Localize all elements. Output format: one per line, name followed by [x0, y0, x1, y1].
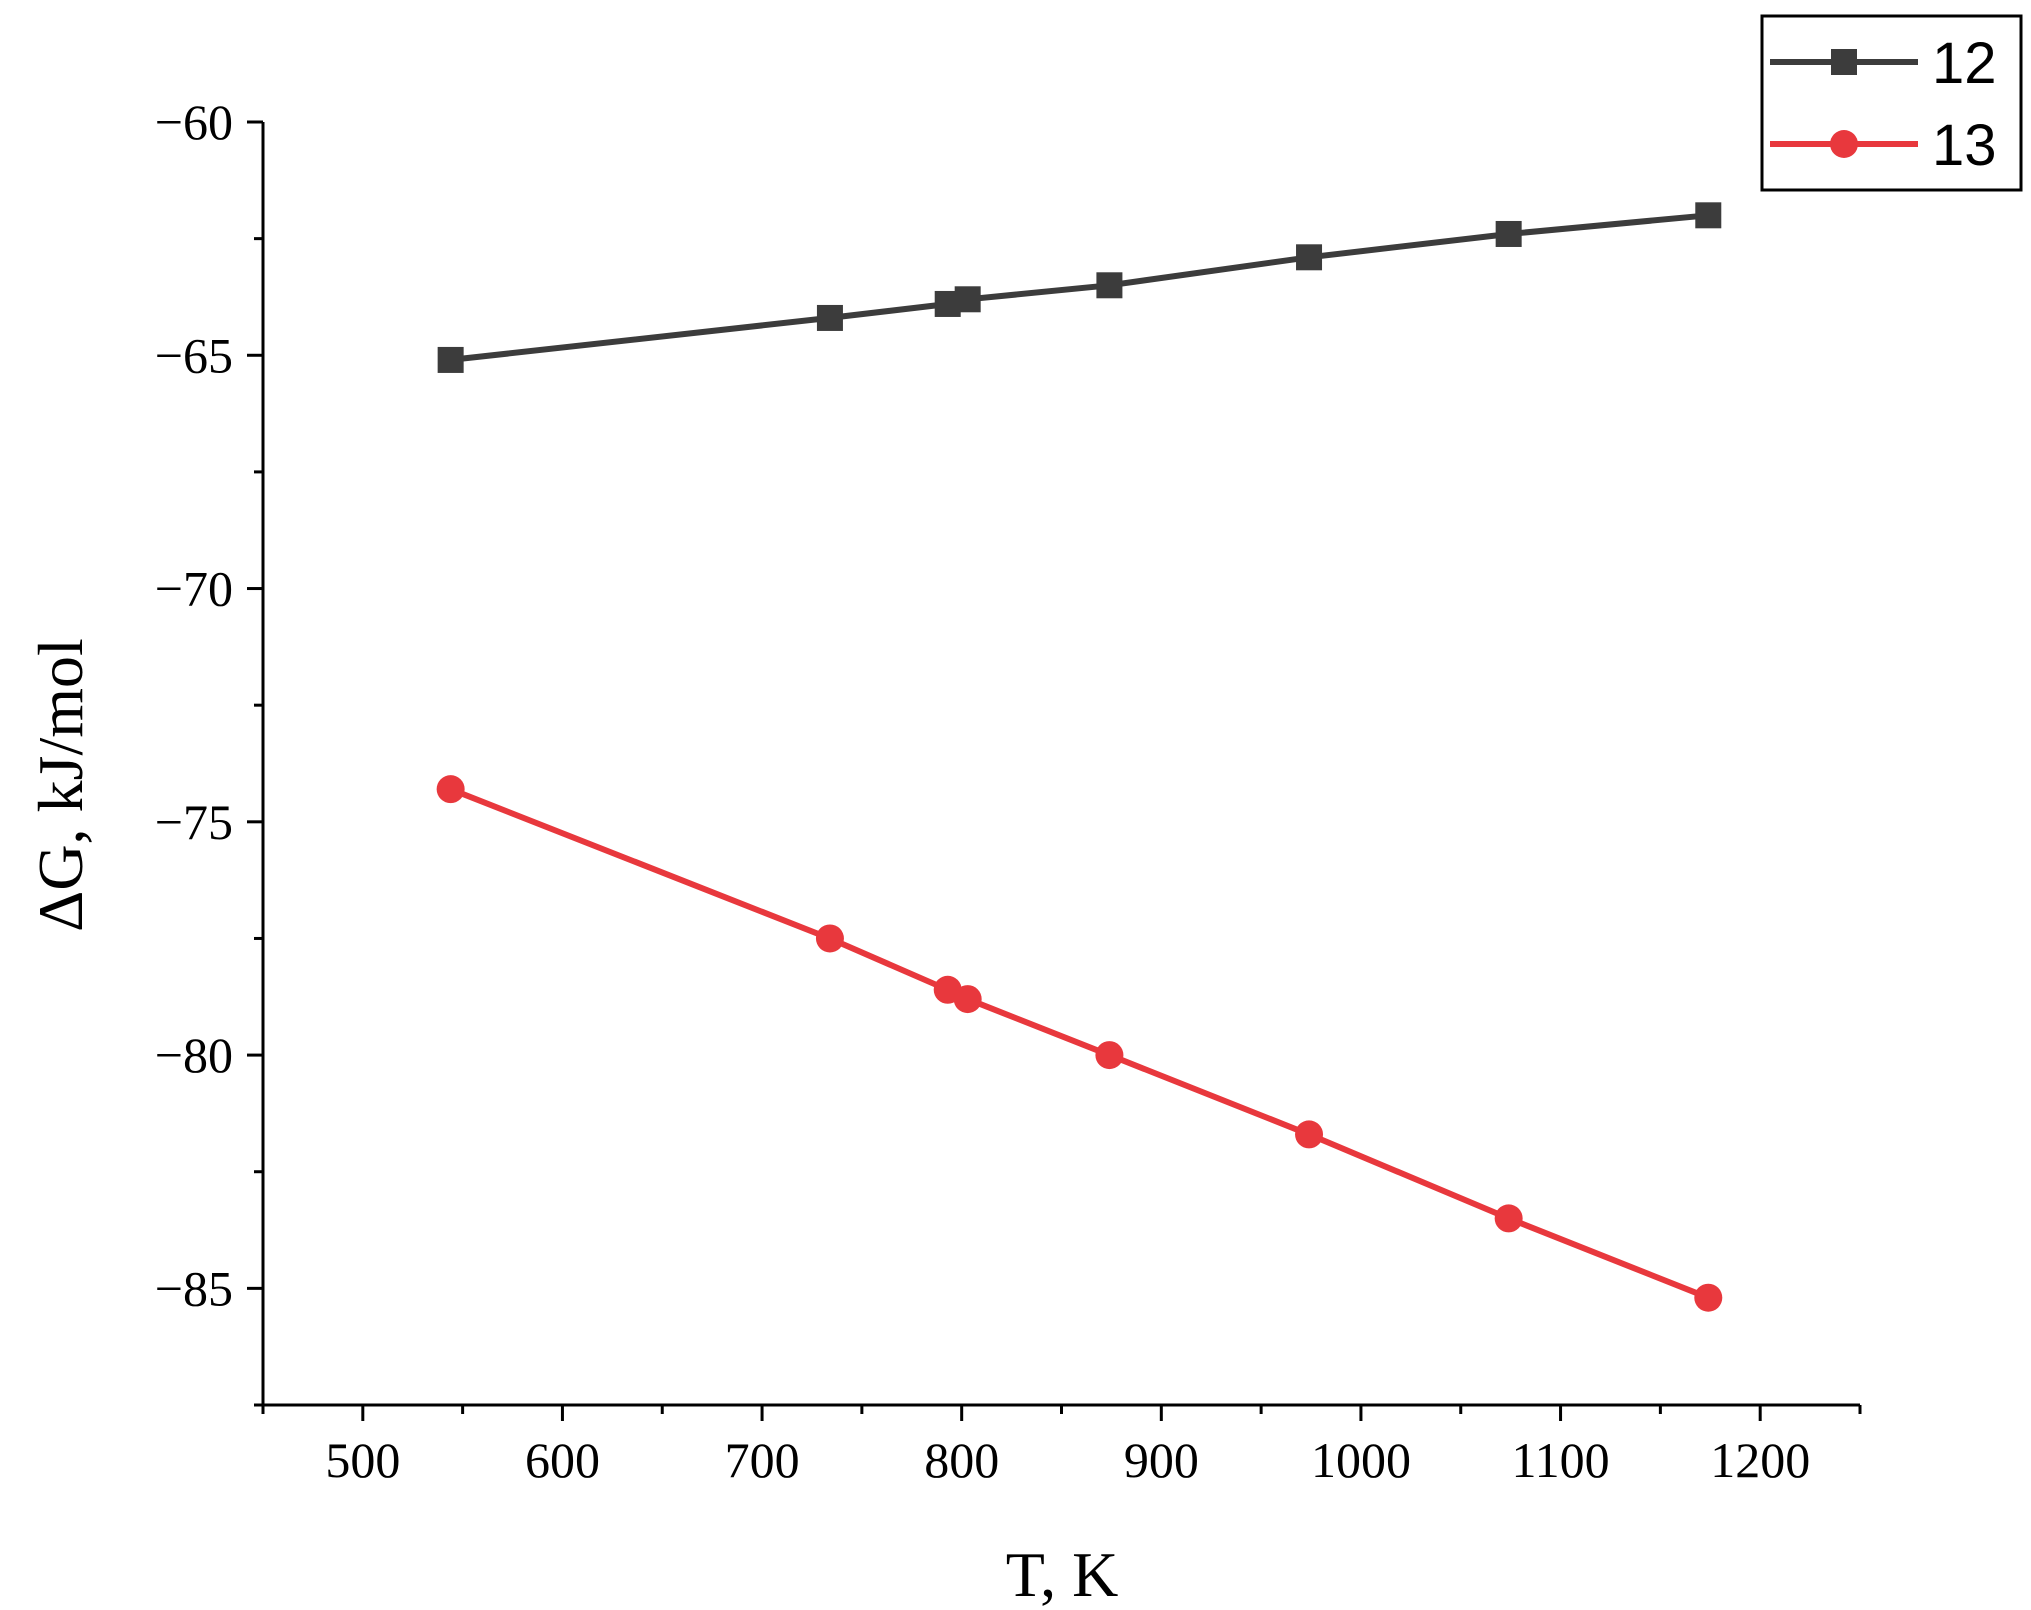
series-layer — [436, 202, 1723, 1312]
x-axis-title: T, K — [1006, 1539, 1119, 1610]
x-tick-label: 1100 — [1511, 1432, 1609, 1488]
y-tick-label: −70 — [155, 561, 233, 617]
data-point — [816, 304, 843, 331]
series-13 — [436, 775, 1723, 1312]
legend-item: 13 — [1770, 113, 1997, 178]
data-point — [436, 775, 465, 804]
data-point — [1096, 272, 1123, 299]
x-tick-label: 1200 — [1710, 1432, 1810, 1488]
data-point — [815, 924, 844, 953]
series-line — [450, 212, 1709, 363]
x-tick-label: 600 — [525, 1432, 600, 1488]
y-axis-title: ΔG, kJ/mol — [25, 638, 96, 932]
x-tick-label: 500 — [325, 1432, 400, 1488]
data-point — [1695, 202, 1722, 229]
y-tick-label: −60 — [155, 94, 233, 150]
x-tick-label: 800 — [924, 1432, 999, 1488]
data-point — [1494, 1204, 1523, 1233]
x-tick-label: 900 — [1124, 1432, 1199, 1488]
series-line — [449, 786, 1710, 1301]
legend-marker — [1831, 49, 1857, 75]
legend-label: 13 — [1932, 113, 1997, 178]
data-point — [1495, 220, 1522, 247]
plot-area: −60 −65 −70 −75 −80 −85 500 600 700 800 900 1000 11… — [155, 94, 1862, 1488]
y-tick-label: −85 — [155, 1260, 233, 1316]
y-axis-ticks: −60 −65 −70 −75 −80 −85 — [155, 94, 263, 1407]
data-point — [1095, 1041, 1124, 1070]
data-point — [954, 286, 981, 313]
legend-label: 12 — [1932, 31, 1997, 96]
x-tick-label: 1000 — [1311, 1432, 1411, 1488]
legend-marker — [1830, 130, 1858, 158]
data-point — [437, 346, 464, 373]
data-point — [1694, 1283, 1723, 1312]
data-point — [953, 985, 982, 1014]
y-tick-label: −65 — [155, 327, 233, 383]
legend-item: 12 — [1770, 31, 1997, 96]
x-axis-ticks: 500 600 700 800 900 1000 1100 1200 — [261, 1405, 1862, 1488]
data-point — [1295, 1120, 1324, 1149]
y-tick-label: −80 — [155, 1027, 233, 1083]
data-point — [1296, 244, 1323, 271]
y-tick-label: −75 — [155, 794, 233, 850]
series-12 — [437, 202, 1722, 373]
x-tick-label: 700 — [725, 1432, 800, 1488]
legend-box — [1760, 14, 2023, 192]
